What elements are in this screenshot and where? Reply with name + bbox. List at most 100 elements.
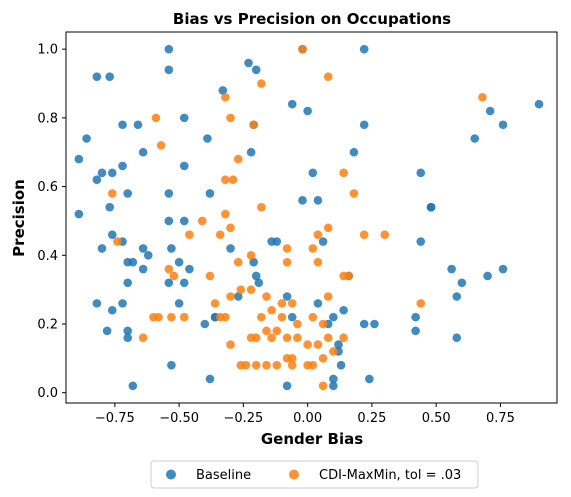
data-point [272,360,282,370]
data-point [251,65,261,75]
data-point [452,333,462,343]
data-point [246,285,256,294]
data-point [128,257,138,267]
data-point [123,326,132,336]
x-tick-label: −0.75 [95,411,135,426]
data-point [282,244,292,253]
data-point [107,230,117,239]
data-point [303,106,312,116]
data-point [164,65,174,75]
data-point [169,271,179,281]
data-point [323,72,333,81]
data-point [447,264,456,274]
data-point [164,278,174,288]
data-point [370,319,379,329]
data-point [257,202,266,212]
data-point [298,196,307,205]
data-point [339,168,348,178]
data-point [249,120,258,130]
data-point [156,141,166,150]
data-point [118,299,127,308]
data-point [349,147,359,157]
x-tick-label: −0.25 [223,411,263,426]
data-point [251,333,261,343]
data-point [107,305,117,315]
data-point [154,312,163,322]
data-point [123,189,132,198]
plot-frame [65,31,558,404]
data-point [92,175,102,185]
data-point [329,347,338,356]
data-point [185,264,194,274]
data-point [123,278,132,288]
y-tick-label: 0.2 [37,317,58,332]
data-point [470,134,480,143]
data-point [215,230,225,239]
data-point [359,319,369,329]
data-point [267,305,276,315]
data-point [138,244,148,253]
data-point [82,134,91,143]
data-point [313,230,323,239]
data-point [293,333,302,343]
data-point [262,326,271,336]
data-point [200,319,210,329]
data-point [113,237,122,246]
data-point [97,168,107,178]
data-point [416,299,426,308]
data-point [179,312,189,322]
data-point [318,381,328,391]
data-point [179,278,189,288]
data-point [365,374,374,384]
data-point [228,175,238,185]
data-point [233,292,243,301]
data-point [323,223,333,233]
data-point [167,312,176,322]
data-point [138,333,148,343]
data-point [323,333,333,343]
data-point [336,360,346,370]
data-point [282,381,292,391]
data-point [349,189,359,198]
data-point [287,99,297,109]
data-point [282,333,292,343]
data-point [167,244,176,253]
series-baseline [74,44,544,391]
data-point [298,44,307,54]
data-point [244,58,253,68]
data-point [308,312,318,322]
data-point [313,299,323,308]
data-point [534,99,544,109]
data-point [313,340,323,349]
data-point [380,230,390,239]
data-point [359,230,369,239]
data-point [249,257,258,267]
data-point [452,292,462,301]
legend-label-cdi-maxmin: CDI-MaxMin, tol = .03 [319,468,461,483]
data-point [102,326,112,336]
data-point [277,299,287,308]
series-cdi-maxmin [107,44,487,391]
data-point [267,333,276,343]
data-point [287,354,297,363]
data-point [203,134,212,143]
data-point [329,312,338,322]
legend: Baseline CDI-MaxMin, tol = .03 [150,460,479,489]
data-point [485,106,495,116]
data-point [262,292,271,301]
data-point [277,312,287,322]
y-tick-label: 0.6 [37,180,58,195]
data-point [233,154,243,164]
data-point [251,360,261,370]
data-point [226,340,235,349]
data-point [179,113,189,123]
x-tick-label: −0.50 [159,411,199,426]
y-tick-label: 0.8 [37,111,58,126]
data-point [498,120,508,130]
data-point [218,86,228,95]
data-point [107,189,117,198]
data-point [221,92,230,102]
data-point [457,278,467,288]
legend-label-baseline: Baseline [196,468,251,483]
data-point [254,278,264,288]
